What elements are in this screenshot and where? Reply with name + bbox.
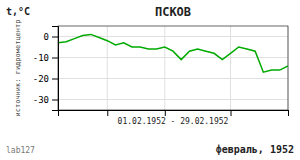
y-tick-label: -10 — [33, 53, 49, 63]
y-tick: -10 — [33, 53, 58, 63]
x-tick — [165, 110, 166, 116]
x-tick-mark — [107, 110, 108, 116]
marks — [58, 34, 288, 72]
x-axis — [59, 110, 289, 116]
y-tick: 0 — [44, 32, 58, 42]
watermark: lab127 — [6, 146, 35, 155]
y-tick-label: -30 — [33, 95, 49, 105]
y-tick-label: 0 — [44, 32, 49, 42]
grid-line — [58, 99, 288, 100]
y-tick: -30 — [33, 95, 58, 105]
y-tick: -20 — [33, 74, 58, 84]
x-tick-mark — [288, 110, 289, 116]
x-tick-mark — [165, 110, 166, 116]
y-tick-mark — [52, 100, 58, 101]
footer: февраль, 1952 — [216, 144, 294, 155]
x-tick — [231, 110, 232, 116]
y-tick-label: -20 — [33, 74, 49, 84]
x-axis-line — [59, 111, 289, 117]
grid — [58, 26, 288, 110]
x-axis-title: 01.02.1952 - 29.02.1952 — [118, 117, 229, 126]
texts: ПСКОВ t,°C 01.02.1952 - 29.02.1952 февраль,… — [6, 5, 294, 155]
plot-frame — [58, 26, 288, 110]
y-tick-mark — [52, 37, 58, 38]
grid-line — [107, 26, 108, 110]
x-tick — [288, 110, 289, 116]
line — [58, 34, 288, 72]
grid-line — [58, 78, 288, 79]
chart: 0 -10 -20 -30 ПСКОВ t,°C 01.02.1952 - 29.02.19… — [0, 0, 300, 160]
grid-line — [164, 26, 165, 110]
grid-line — [230, 26, 231, 110]
y-axis-line — [52, 27, 59, 111]
y-axis-title: t,°C — [6, 6, 30, 17]
y-tick-mark — [52, 58, 58, 59]
title: ПСКОВ — [155, 5, 191, 19]
x-tick-mark — [231, 110, 232, 116]
grid-line — [58, 57, 288, 58]
x-tick — [107, 110, 108, 116]
source-note: источник: гидрометцентр — [14, 20, 22, 117]
y-axis: 0 -10 -20 -30 — [33, 27, 59, 111]
plot: 0 -10 -20 -30 — [33, 26, 289, 116]
grid-line — [58, 36, 288, 37]
y-tick-mark — [52, 79, 58, 80]
